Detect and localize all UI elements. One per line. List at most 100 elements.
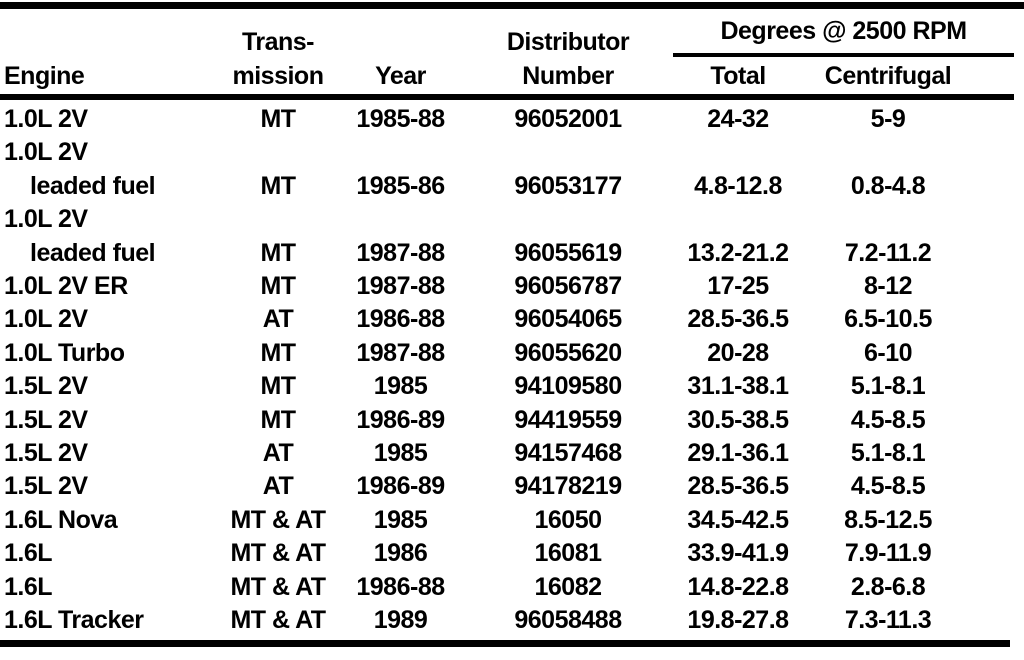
transmission-cell: MT — [260, 338, 296, 367]
engine-name-line2: leaded fuel — [30, 238, 156, 267]
total-cell: 31.1-38.1 — [687, 372, 789, 401]
distributor-cell: 96052001 — [514, 105, 622, 133]
distributor-cell: 96055619 — [514, 238, 622, 267]
transmission-cell: MT — [260, 372, 296, 401]
table-body: 1.0L 2V MT 1985-88 96052001 24-32 5-9 1.0L 2V l… — [0, 97, 1014, 638]
header-engine: Engine — [0, 55, 218, 100]
distributor-cell: 94109580 — [514, 372, 622, 401]
table-row: 1.6L MT & AT 1986 16081 33.9-41.9 7.9-11.9 — [0, 537, 1014, 570]
header-total: Total — [673, 55, 803, 100]
centrifugal-cell: 2.8-6.8 — [850, 572, 926, 601]
engine-name: 1.6L Nova — [4, 505, 118, 534]
engine-name: 1.0L 2V — [4, 105, 88, 133]
distributor-cell: 94178219 — [514, 472, 622, 501]
engine-name: 1.6L — [4, 539, 53, 568]
header-year: Year — [338, 55, 463, 100]
total-cell: 24-32 — [707, 105, 769, 133]
distributor-cell: 94157468 — [514, 439, 622, 468]
transmission-cell: MT & AT — [230, 606, 326, 635]
transmission-cell: MT — [260, 272, 296, 301]
table-row: 1.6L MT & AT 1986-88 16082 14.8-22.8 2.8-6.8 — [0, 571, 1014, 604]
engine-cell: 1.0L 2V ER — [0, 270, 218, 303]
year-cell: 1986-89 — [356, 405, 445, 434]
engine-name: 1.5L 2V — [4, 439, 88, 468]
engine-name: 1.6L — [4, 572, 53, 601]
transmission-cell: MT — [260, 238, 296, 267]
distributor-cell: 16081 — [534, 539, 602, 568]
table-row: 1.0L 2V MT 1985-88 96052001 24-32 5-9 — [0, 97, 1014, 136]
top-rule — [0, 2, 1024, 9]
total-cell: 28.5-36.5 — [687, 472, 789, 501]
centrifugal-cell: 4.5-8.5 — [850, 405, 926, 434]
table-row: 1.0L 2V ER MT 1987-88 96056787 17-25 8-12 — [0, 270, 1014, 303]
transmission-cell: MT & AT — [230, 505, 326, 534]
year-cell: 1987-88 — [356, 238, 445, 267]
total-cell: 30.5-38.5 — [687, 405, 789, 434]
header-year-spacer — [338, 9, 463, 55]
engine-name: 1.0L 2V — [4, 205, 88, 234]
filler-cell — [973, 504, 1014, 537]
table-row: 1.5L 2V AT 1986-89 94178219 28.5-36.5 4.5-8.5 — [0, 470, 1014, 503]
engine-cell: 1.0L 2V leaded fuel — [0, 136, 218, 203]
header-distributor-line1: Distributor — [506, 28, 630, 56]
engine-name: 1.5L 2V — [4, 472, 88, 501]
table-row: 1.5L 2V MT 1985 94109580 31.1-38.1 5.1-8.1 — [0, 370, 1014, 403]
transmission-cell: AT — [262, 439, 294, 468]
centrifugal-cell: 5-9 — [870, 105, 906, 133]
year-cell: 1986-88 — [356, 572, 445, 601]
filler-cell — [973, 303, 1014, 336]
engine-cell: 1.5L 2V — [0, 404, 218, 437]
year-cell: 1985 — [373, 372, 428, 401]
header-centrifugal: Centrifugal — [803, 55, 973, 100]
table-row: 1.0L Turbo MT 1987-88 96055620 20-28 6-10 — [0, 337, 1014, 370]
centrifugal-cell: 0.8-4.8 — [850, 171, 926, 200]
transmission-cell: AT — [262, 472, 294, 501]
engine-cell: 1.0L 2V — [0, 97, 218, 136]
centrifugal-cell: 8.5-12.5 — [844, 505, 932, 534]
total-cell: 20-28 — [707, 338, 769, 367]
total-cell: 28.5-36.5 — [687, 305, 789, 334]
distributor-cell: 96055620 — [514, 338, 622, 367]
header-transmission-line2: mission — [218, 55, 338, 100]
transmission-cell: MT — [260, 105, 296, 133]
filler-cell — [973, 203, 1014, 270]
engine-name: 1.0L Turbo — [4, 338, 125, 367]
filler-cell — [973, 97, 1014, 136]
header-distributor-line2: Number — [463, 55, 673, 100]
year-cell: 1989 — [373, 606, 428, 635]
engine-name-line2: leaded fuel — [30, 171, 156, 200]
header-transmission-line1: Trans- — [241, 28, 315, 56]
year-cell: 1986-89 — [356, 472, 445, 501]
year-cell: 1985-86 — [356, 171, 445, 200]
distributor-cell: 96054065 — [514, 305, 622, 334]
table-row: 1.6L Nova MT & AT 1985 16050 34.5-42.5 8.5-12… — [0, 504, 1014, 537]
centrifugal-cell: 7.3-11.3 — [844, 606, 932, 635]
year-cell: 1987-88 — [356, 338, 445, 367]
header-filler — [973, 55, 1015, 100]
distributor-cell: 94419559 — [514, 405, 622, 434]
year-cell: 1985 — [373, 505, 428, 534]
total-cell: 29.1-36.1 — [687, 439, 789, 468]
total-cell: 13.2-21.2 — [687, 238, 789, 267]
engine-name: 1.0L 2V — [4, 138, 88, 167]
engine-cell: 1.0L Turbo — [0, 337, 218, 370]
table-row: 1.0L 2V AT 1986-88 96054065 28.5-36.5 6.5-10.… — [0, 303, 1014, 336]
header-row-top: Trans- Distributor Degrees @ 2500 RPM — [0, 9, 1015, 57]
total-cell: 17-25 — [707, 272, 769, 301]
table-row: 1.0L 2V leaded fuel MT 1987-88 96055619 13.2-… — [0, 203, 1014, 270]
distributor-cell: 96058488 — [514, 606, 622, 635]
engine-name: 1.5L 2V — [4, 405, 88, 434]
year-cell: 1985-88 — [356, 105, 445, 133]
transmission-cell: MT — [260, 405, 296, 434]
engine-name: 1.0L 2V — [4, 305, 88, 334]
centrifugal-cell: 5.1-8.1 — [850, 372, 926, 401]
filler-cell — [973, 437, 1014, 470]
header-engine-spacer — [0, 9, 218, 55]
transmission-cell: MT & AT — [230, 572, 326, 601]
filler-cell — [973, 604, 1014, 637]
total-cell: 4.8-12.8 — [694, 171, 782, 200]
engine-name: 1.6L Tracker — [4, 606, 144, 635]
distributor-cell: 16082 — [534, 572, 602, 601]
table-row: 1.5L 2V AT 1985 94157468 29.1-36.1 5.1-8.1 — [0, 437, 1014, 470]
